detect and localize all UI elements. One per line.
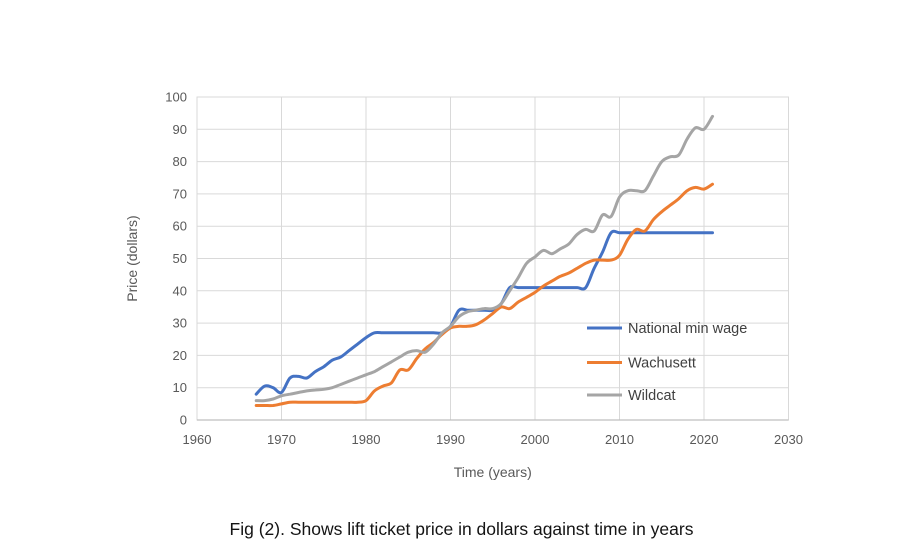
legend-item-wildcat: Wildcat [587,388,676,404]
y-tick-label: 20 [173,348,187,363]
legend-label-national-min-wage: National min wage [628,321,747,337]
gridlines [197,96,789,420]
y-tick-label: 50 [173,251,187,266]
y-tick-label: 90 [173,122,187,137]
x-tick-label: 1970 [267,432,296,447]
x-tick-label: 2000 [521,432,550,447]
x-axis-title: Time (years) [454,464,532,480]
series-line-wachusett [254,182,714,408]
x-tick-label: 2010 [605,432,634,447]
y-tick-label: 80 [173,154,187,169]
x-tick-labels: 1960 1970 1980 1990 2000 2010 2020 2030 [183,432,803,447]
y-tick-label: 60 [173,219,187,234]
y-tick-labels: 0 10 20 30 40 50 60 70 80 90 100 [165,90,187,428]
legend-item-national-min-wage: National min wage [587,321,747,337]
legend: National min wage Wachusett Wildcat [587,321,747,404]
legend-item-wachusett: Wachusett [587,356,696,372]
series-line-wildcat [254,114,714,403]
x-tick-label: 1960 [183,432,212,447]
y-tick-label: 70 [173,186,187,201]
x-tick-label: 2020 [690,432,719,447]
x-tick-label: 1990 [436,432,465,447]
x-tick-label: 1980 [352,432,381,447]
y-tick-label: 100 [165,90,187,105]
figure-caption: Fig (2). Shows lift ticket price in doll… [229,519,694,539]
legend-label-wildcat: Wildcat [628,388,676,404]
y-tick-label: 30 [173,316,187,331]
y-tick-label: 40 [173,283,187,298]
x-tick-label: 2030 [774,432,803,447]
y-tick-label: 10 [173,380,187,395]
legend-label-wachusett: Wachusett [628,356,696,372]
series-line-national-min-wage [254,229,714,396]
y-axis-title: Price (dollars) [124,215,140,301]
y-tick-label: 0 [180,413,187,428]
